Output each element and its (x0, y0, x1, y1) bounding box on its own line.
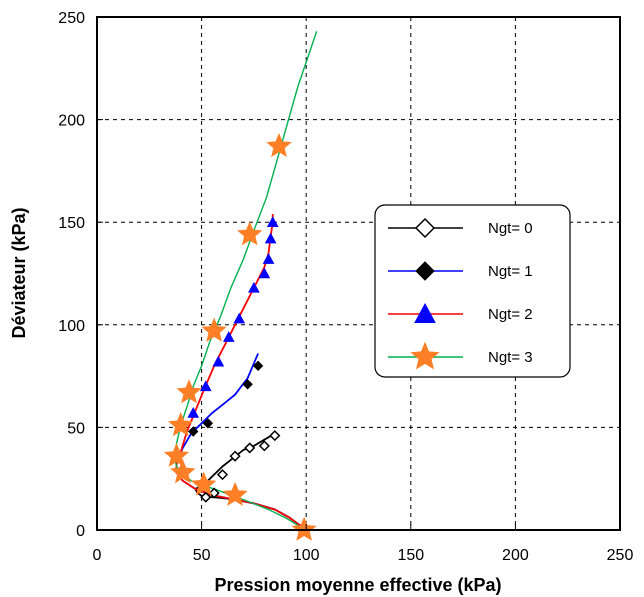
series-marker-0 (258, 440, 270, 452)
legend-label: Ngt= 1 (488, 263, 533, 280)
y-tick-label: 150 (58, 215, 85, 232)
series-marker-1 (202, 418, 214, 429)
series-marker-3 (266, 132, 292, 158)
series-marker-0 (200, 491, 212, 503)
y-tick-label: 200 (58, 113, 85, 130)
series-marker-1 (252, 360, 264, 372)
series-marker-3 (191, 471, 217, 496)
series-marker-0 (269, 430, 281, 442)
series-marker-3 (163, 442, 190, 467)
series-marker-3 (291, 516, 317, 541)
legend-layer: Ngt= 0 Ngt= 1 Ngt= 2 Ngt= 3 (374, 204, 571, 378)
x-tick-label: 250 (607, 547, 634, 564)
series-marker-2 (222, 331, 235, 342)
x-tick-label: 100 (293, 547, 320, 564)
y-tick-label: 250 (58, 10, 85, 27)
series-marker-0 (244, 442, 256, 454)
y-tick-label: 50 (67, 420, 85, 437)
series-marker-3 (170, 459, 196, 484)
legend-swatch-marker (414, 217, 436, 239)
series-marker-3 (222, 481, 248, 506)
x-tick-label: 0 (93, 547, 102, 564)
series-marker-0 (216, 469, 229, 481)
legend-label: Ngt= 2 (488, 306, 533, 323)
series-marker-2 (266, 216, 279, 227)
y-axis-title: Déviateur (kPa) (9, 207, 29, 338)
x-axis-title: Pression moyenne effective (kPa) (214, 575, 501, 595)
legend-swatch-marker (414, 302, 436, 323)
series-marker-2 (187, 406, 200, 418)
legend-swatch-marker (410, 341, 440, 370)
y-tick-label: 0 (76, 523, 85, 540)
x-tick-label: 50 (193, 547, 211, 564)
series-marker-0 (208, 487, 220, 499)
series-marker-3 (201, 317, 227, 342)
legend-swatch-marker (415, 261, 435, 281)
series-marker-3 (176, 379, 202, 404)
legend-label: Ngt= 3 (488, 349, 533, 366)
series-marker-1 (242, 379, 253, 390)
y-tick-label: 100 (58, 318, 85, 335)
plot-frame (96, 16, 621, 531)
series-marker-2 (264, 232, 277, 244)
series-marker-2 (262, 253, 275, 264)
x-tick-label: 200 (502, 547, 529, 564)
series-marker-1 (188, 426, 199, 437)
marker-layer (163, 132, 317, 541)
series-marker-2 (248, 281, 260, 293)
series-marker-2 (199, 380, 212, 392)
axis-layer: 0 50 100 150 200 250 0 50 100 150 200 250 (58, 10, 633, 564)
legend-label: Ngt= 0 (488, 220, 533, 237)
series-marker-2 (233, 312, 246, 324)
series-marker-2 (212, 355, 225, 367)
series-marker-3 (237, 221, 263, 246)
x-tick-label: 150 (397, 547, 424, 564)
series-marker-0 (229, 450, 241, 462)
legend-box (374, 204, 571, 378)
series-marker-2 (258, 267, 271, 279)
series-marker-3 (168, 412, 194, 437)
